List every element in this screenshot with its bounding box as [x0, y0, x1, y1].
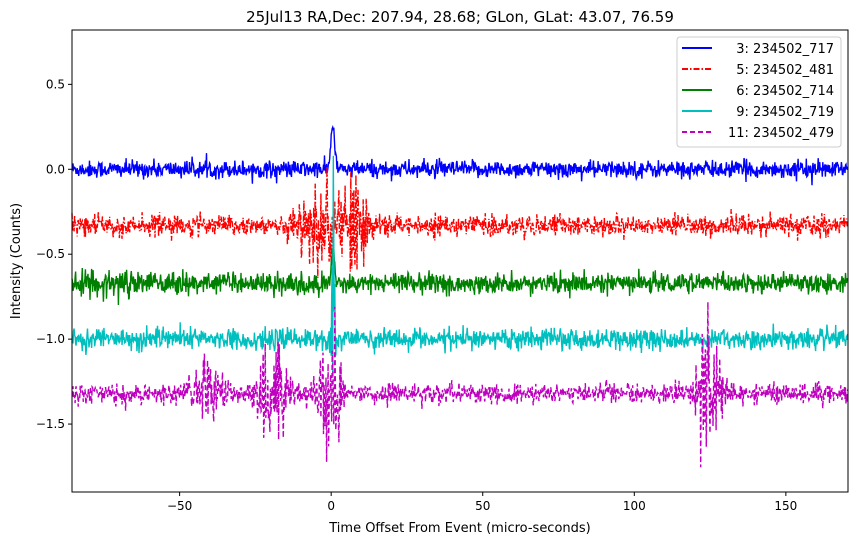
- chart-title: 25Jul13 RA,Dec: 207.94, 28.68; GLon, GLa…: [246, 8, 674, 26]
- x-tick-label: −50: [167, 499, 192, 513]
- y-tick-label: 0.0: [46, 162, 65, 176]
- series-line-1: [71, 166, 849, 278]
- plot-frame: [71, 29, 849, 493]
- x-tick-label: 100: [623, 499, 646, 513]
- legend-label: 11: 234502_479: [728, 126, 834, 141]
- series-line-4: [71, 302, 849, 468]
- x-tick-label: 50: [475, 499, 490, 513]
- legend-box: [676, 36, 842, 148]
- legend: 3: 234502_717 5: 234502_481 6: 234502_714 9…: [676, 36, 842, 148]
- y-axis-label: Intensity (Counts): [9, 203, 24, 319]
- x-tick-label: 0: [327, 499, 335, 513]
- legend-label: 3: 234502_717: [736, 42, 834, 57]
- y-tick-label: 0.5: [46, 77, 65, 91]
- y-tick-label: −1.0: [36, 332, 65, 346]
- y-axis: 0.5 0.0 −0.5 −1.0 −1.5: [36, 77, 72, 431]
- legend-label: 6: 234502_714: [736, 84, 834, 99]
- series-line-0: [71, 124, 849, 186]
- x-axis-label: Time Offset From Event (micro-seconds): [328, 521, 591, 536]
- y-tick-label: −1.5: [36, 417, 65, 431]
- x-axis: −50 0 50 100 150: [167, 492, 797, 513]
- legend-label: 5: 234502_481: [736, 63, 834, 78]
- traces: [71, 124, 849, 468]
- series-line-3: [71, 155, 849, 375]
- y-tick-label: −0.5: [36, 247, 65, 261]
- series-line-2: [71, 245, 849, 306]
- legend-label: 9: 234502_719: [736, 105, 834, 120]
- x-tick-label: 150: [774, 499, 797, 513]
